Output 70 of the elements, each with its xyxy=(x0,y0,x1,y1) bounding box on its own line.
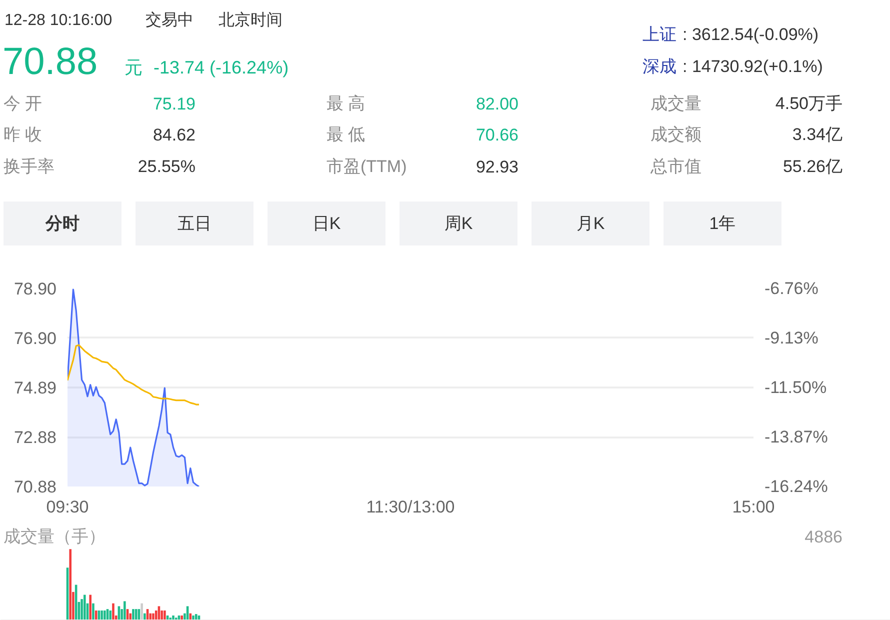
bar xyxy=(80,599,83,620)
y-tick-label: 72.88 xyxy=(14,428,57,448)
text: 70.66 xyxy=(476,126,519,144)
text: 北京时间 xyxy=(218,11,282,29)
y-tick-label: 78.90 xyxy=(14,280,57,298)
bar xyxy=(164,610,166,620)
text: 1年 xyxy=(709,214,736,233)
bar xyxy=(129,613,132,620)
text: 昨 收 xyxy=(4,125,42,144)
y-tick-label: 70.88 xyxy=(14,478,57,496)
text: 25.55% xyxy=(138,157,196,176)
bar xyxy=(89,594,92,620)
text: 总市值 xyxy=(650,157,702,176)
text: 最 低 xyxy=(326,125,366,144)
text: : 3612.54(-0.09%) xyxy=(682,25,819,44)
text: 日K xyxy=(312,214,342,233)
bar xyxy=(192,616,194,620)
line-series xyxy=(68,344,200,406)
text: 84.62 xyxy=(152,126,196,144)
text: 4886 xyxy=(804,528,843,546)
bar xyxy=(152,613,154,620)
bar xyxy=(92,603,94,620)
text: 交易中 xyxy=(146,11,194,29)
bar xyxy=(132,609,134,620)
bar xyxy=(109,610,112,620)
bar xyxy=(69,549,72,620)
text: 深成 xyxy=(642,57,676,76)
bar xyxy=(124,601,126,620)
bar xyxy=(144,613,146,620)
bar xyxy=(112,603,114,620)
text: 成交量 xyxy=(650,94,702,113)
bar xyxy=(194,614,198,620)
bar xyxy=(84,594,86,620)
text: 3.34亿 xyxy=(792,125,843,144)
text: 55.26亿 xyxy=(782,157,843,176)
text: 元 xyxy=(124,58,142,78)
x-tick-label: 11:30/13:00 xyxy=(366,498,455,516)
x-tick-label: 15:00 xyxy=(732,498,775,516)
text: 今 开 xyxy=(4,94,42,113)
y2-tick-label: -9.13% xyxy=(764,328,818,348)
x-tick-label: 09:30 xyxy=(46,498,89,516)
text: 分时 xyxy=(44,214,80,233)
text: 周K xyxy=(444,214,474,233)
text: 92.93 xyxy=(476,158,519,176)
text: 82.00 xyxy=(476,94,519,114)
bar xyxy=(180,616,183,620)
text: : 14730.92(+0.1%) xyxy=(682,57,823,76)
text: 市盈(TTM) xyxy=(326,157,407,176)
text: 成交额 xyxy=(650,125,702,144)
y-tick-label: 74.89 xyxy=(14,378,57,398)
y2-tick-label: -11.50% xyxy=(764,378,827,397)
chart-title: 成交量（手） xyxy=(4,527,106,546)
text: 上证 xyxy=(642,25,676,44)
y2-tick-label: -6.76% xyxy=(764,279,818,298)
text: 月K xyxy=(576,214,606,233)
text: 75.19 xyxy=(152,94,196,114)
y-tick-label: 76.90 xyxy=(14,328,57,348)
bar xyxy=(100,610,103,620)
text: 最 高 xyxy=(326,94,366,113)
bar xyxy=(149,613,152,620)
bar xyxy=(172,616,174,620)
bar xyxy=(104,610,106,620)
text: -13.74 (-16.24%) xyxy=(154,58,289,78)
text: 4.50万手 xyxy=(775,94,843,113)
y2-tick-label: -13.87% xyxy=(764,428,828,446)
text: 换手率 xyxy=(4,157,54,176)
y2-tick-label: -16.24% xyxy=(764,477,828,496)
text: 五日 xyxy=(178,214,212,233)
text: 12-28 10:16:00 xyxy=(4,12,112,29)
bar xyxy=(140,603,143,620)
